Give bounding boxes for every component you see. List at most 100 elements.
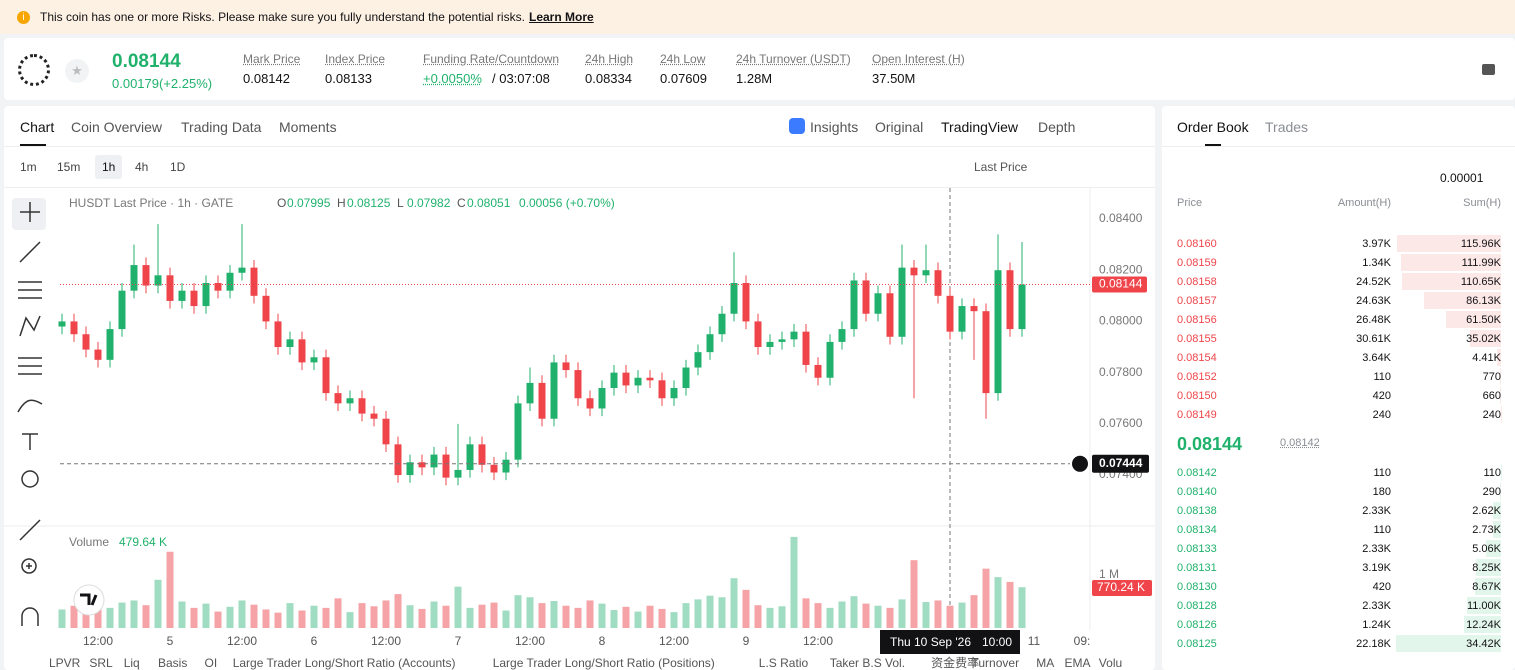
candle-body xyxy=(586,398,594,409)
indicator-tab[interactable]: LPVR xyxy=(49,656,81,670)
view-tab[interactable]: TradingView xyxy=(941,119,1019,135)
indicator-tab[interactable]: Large Trader Long/Short Ratio (Accounts) xyxy=(233,656,456,670)
tab[interactable]: Coin Overview xyxy=(71,119,163,135)
precision[interactable]: 0.00001 xyxy=(1440,171,1484,185)
ob-sum: 12.24K xyxy=(1466,619,1501,631)
ob-amount: 3.97K xyxy=(1362,238,1391,250)
indicator-tab[interactable]: Taker B.S Vol. xyxy=(830,656,905,670)
ob-price[interactable]: 0.08134 xyxy=(1177,524,1217,536)
x-tick-label: 11 xyxy=(1028,634,1041,648)
indicator-tab[interactable]: EMA xyxy=(1065,656,1091,670)
ob-sum: 240 xyxy=(1482,409,1501,421)
favorite[interactable]: ★ xyxy=(65,59,89,83)
candle-body xyxy=(622,372,630,386)
ob-price[interactable]: 0.08155 xyxy=(1177,333,1217,345)
volume-bar xyxy=(370,606,378,628)
ob-price[interactable]: 0.08126 xyxy=(1177,619,1217,631)
interval[interactable]: 1D xyxy=(170,160,186,174)
ob-tab[interactable]: Order Book xyxy=(1177,119,1249,135)
ob-price[interactable]: 0.08131 xyxy=(1177,562,1217,574)
ob-price[interactable]: 0.08128 xyxy=(1177,600,1217,612)
candle-body xyxy=(106,329,114,360)
interval[interactable]: 1m xyxy=(20,160,37,174)
candle-body xyxy=(250,267,258,296)
indicator-tab[interactable]: MA xyxy=(1036,656,1054,670)
view-tab[interactable]: Original xyxy=(875,119,924,135)
view-tab[interactable]: Depth xyxy=(1038,119,1076,135)
indicator-tab[interactable]: Volu xyxy=(1099,656,1122,670)
volume-bar xyxy=(250,604,258,628)
ob-price[interactable]: 0.08125 xyxy=(1177,638,1217,650)
crosshair-time: 10:00 xyxy=(982,635,1012,649)
interval[interactable]: 4h xyxy=(135,160,149,174)
indicator-tab[interactable]: L.S Ratio xyxy=(759,656,809,670)
ob-tab[interactable]: Trades xyxy=(1265,119,1309,135)
tab[interactable]: Chart xyxy=(20,119,55,135)
interval[interactable]: 1h xyxy=(95,155,123,179)
tab[interactable]: Trading Data xyxy=(181,119,262,135)
candle-body xyxy=(934,270,942,296)
volume-name: Volume xyxy=(69,535,109,549)
ob-price[interactable]: 0.08154 xyxy=(1177,352,1217,364)
ob-sum: 86.13K xyxy=(1466,295,1501,307)
candle-body xyxy=(994,270,1002,394)
notes-icon[interactable] xyxy=(1482,64,1495,75)
tool-icon xyxy=(19,241,41,263)
candle-body xyxy=(310,357,318,363)
learn-more[interactable]: Learn More xyxy=(529,10,594,24)
ob-price[interactable]: 0.08159 xyxy=(1177,257,1217,269)
view-tab[interactable]: Insights xyxy=(810,119,859,135)
ob-price[interactable]: 0.08142 xyxy=(1177,467,1217,479)
ob-amount: 26.48K xyxy=(1356,314,1391,326)
ob-price[interactable]: 0.08157 xyxy=(1177,295,1217,307)
candle-body xyxy=(874,293,882,314)
volume-bar xyxy=(874,605,882,628)
ob-amount: 24.52K xyxy=(1356,276,1391,288)
ob-price[interactable]: 0.08156 xyxy=(1177,314,1217,326)
ob-price[interactable]: 0.08130 xyxy=(1177,581,1217,593)
stat-value: +0.0050% xyxy=(423,71,482,86)
volume-bar xyxy=(406,605,414,628)
volume-bar xyxy=(166,551,174,628)
indicator-tab[interactable]: Basis xyxy=(158,656,187,670)
candle-body xyxy=(346,398,354,404)
ob-price[interactable]: 0.08160 xyxy=(1177,238,1217,250)
candle-body xyxy=(610,372,618,388)
ohlc-key: H xyxy=(337,196,346,210)
indicator-tab[interactable]: OI xyxy=(205,656,218,670)
indicator-tab[interactable]: SRL xyxy=(89,656,113,670)
candle-body xyxy=(334,393,342,404)
indicator-tab[interactable]: 资金费率 xyxy=(931,655,979,670)
tool-active[interactable] xyxy=(12,198,46,230)
x-tick-label: 12:00 xyxy=(803,634,833,648)
tab[interactable]: Moments xyxy=(279,119,337,135)
ob-price[interactable]: 0.08140 xyxy=(1177,486,1217,498)
ob-price[interactable]: 0.08152 xyxy=(1177,371,1217,383)
ob-price[interactable]: 0.08158 xyxy=(1177,276,1217,288)
ob-price[interactable]: 0.08150 xyxy=(1177,390,1217,402)
price-type[interactable]: Last Price xyxy=(974,160,1028,174)
volume-bar xyxy=(670,612,678,628)
ob-amount: 1.34K xyxy=(1362,257,1391,269)
indicator-tab[interactable]: Liq xyxy=(124,656,140,670)
volume-bar xyxy=(970,595,978,628)
volume-bar xyxy=(994,577,1002,628)
ob-amount: 110 xyxy=(1373,524,1391,536)
depth-bar xyxy=(1445,311,1501,328)
depth-bar xyxy=(1475,559,1501,576)
ob-price[interactable]: 0.08133 xyxy=(1177,543,1217,555)
volume-bar xyxy=(790,536,798,628)
ob-price[interactable]: 0.08149 xyxy=(1177,409,1217,421)
interval[interactable]: 15m xyxy=(57,160,81,174)
insights-icon[interactable] xyxy=(789,118,805,134)
candle-body xyxy=(982,311,990,394)
x-tick-label: 12:00 xyxy=(515,634,545,648)
x-tick-label: 12:00 xyxy=(83,634,113,648)
indicator-tab[interactable]: Turnover xyxy=(972,656,1020,670)
indicator-tab[interactable]: Large Trader Long/Short Ratio (Positions… xyxy=(493,656,715,670)
volume-bar xyxy=(622,606,630,628)
volume-bar xyxy=(106,607,114,628)
ob-amount: 110 xyxy=(1373,371,1391,383)
ob-amount: 1.24K xyxy=(1362,619,1391,631)
ob-price[interactable]: 0.08138 xyxy=(1177,505,1217,517)
